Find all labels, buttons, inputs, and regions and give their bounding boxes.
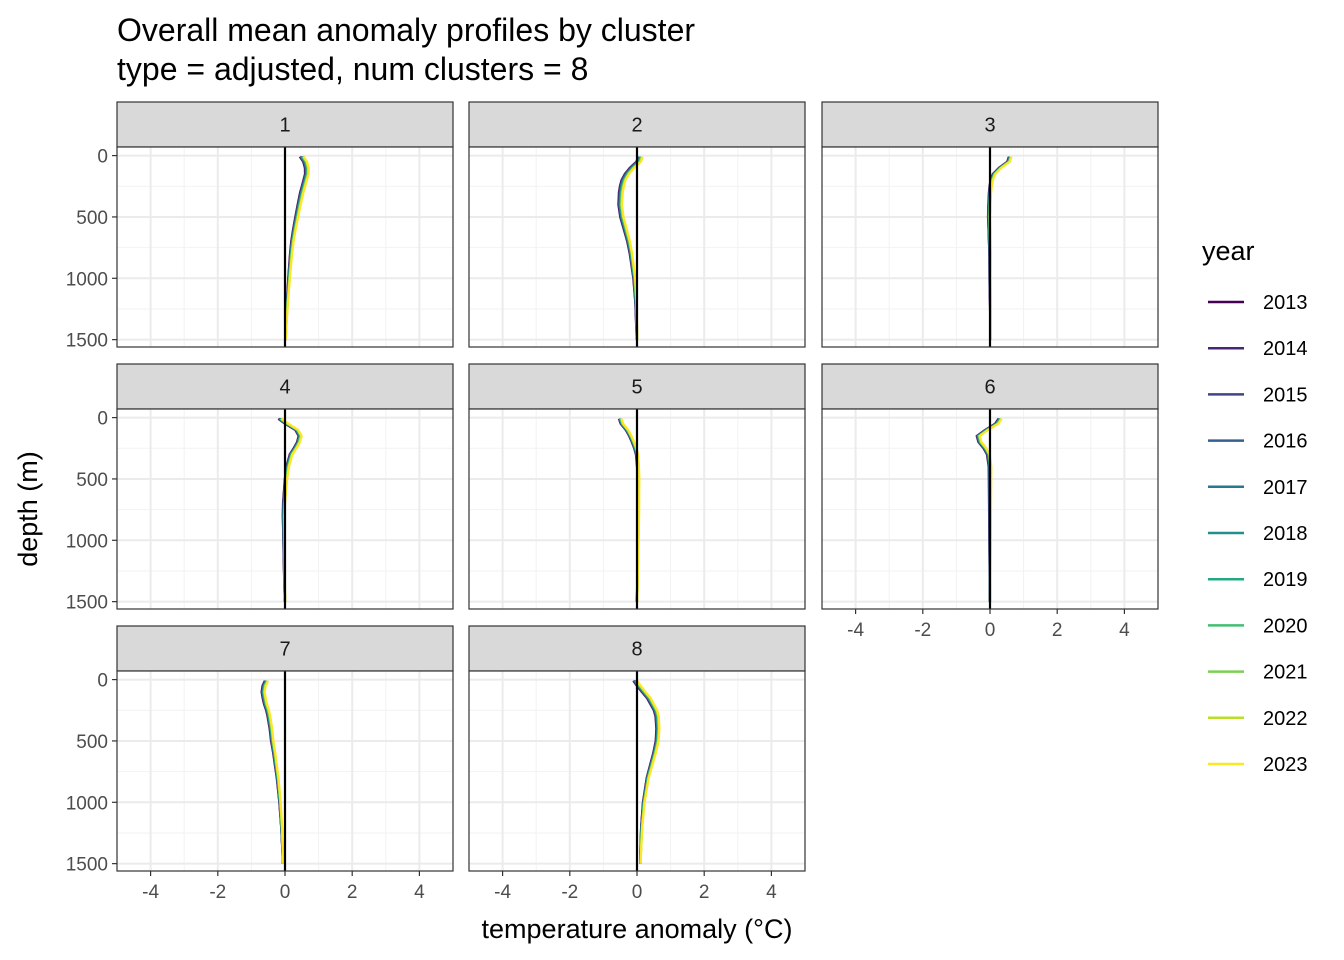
y-axis-title: depth (m) <box>13 451 43 567</box>
facet-strip <box>821 363 1159 410</box>
legend-label-2014: 2014 <box>1263 338 1308 360</box>
x-axis-title: temperature anomaly (°C) <box>482 914 793 944</box>
panel-2: 2 <box>468 101 806 348</box>
panel-border <box>821 146 1159 348</box>
y-tick-label: 0 <box>97 671 108 692</box>
legend-label-2015: 2015 <box>1263 384 1308 406</box>
x-tick-label: 2 <box>699 882 710 903</box>
facet-strip <box>116 101 454 148</box>
y-tick-label: 1000 <box>66 793 108 814</box>
x-tick-label: 0 <box>985 620 996 641</box>
panel-8: 8 -4 -2 0 2 4 <box>468 625 806 903</box>
y-tick-label: 0 <box>97 147 108 168</box>
legend-label-2013: 2013 <box>1263 292 1308 314</box>
x-tick-label: -4 <box>494 882 511 903</box>
series-line-2023 <box>636 680 661 864</box>
series-line-2023 <box>284 156 310 340</box>
facet-strip <box>821 101 1159 148</box>
panel-5: 5 <box>468 363 806 610</box>
x-tick-label: 4 <box>766 882 777 903</box>
legend-label-2018: 2018 <box>1263 523 1308 545</box>
facet-label: 3 <box>984 115 995 137</box>
panel-border <box>116 146 454 348</box>
y-tick-label: 500 <box>76 470 108 491</box>
chart-subtitle: type = adjusted, num clusters = 8 <box>117 51 588 87</box>
y-tick-label: 1500 <box>66 855 108 876</box>
legend-label-2016: 2016 <box>1263 431 1308 453</box>
panel-7: 7 0 500 1000 1500 -4 -2 0 2 4 <box>66 625 454 903</box>
facet-label: 8 <box>631 639 642 661</box>
panel-3: 3 <box>821 101 1159 348</box>
y-tick-label: 1000 <box>66 269 108 290</box>
panel-border <box>468 408 806 610</box>
facet-strip <box>116 363 454 410</box>
x-tick-label: 0 <box>632 882 643 903</box>
y-tick-label: 0 <box>97 409 108 430</box>
facet-strip <box>116 625 454 672</box>
x-tick-label: 2 <box>1052 620 1063 641</box>
panel-6: 6 -4 -2 0 2 4 <box>821 363 1159 641</box>
legend-label-2023: 2023 <box>1263 754 1308 776</box>
x-tick-label: 4 <box>414 882 425 903</box>
series-line-2023 <box>263 680 285 864</box>
legend-label-2022: 2022 <box>1263 708 1308 730</box>
x-tick-label: -2 <box>561 882 578 903</box>
x-tick-label: 0 <box>280 882 291 903</box>
panel-border <box>116 408 454 610</box>
legend-title: year <box>1202 236 1255 266</box>
y-tick-label: 500 <box>76 732 108 753</box>
y-tick-label: 500 <box>76 208 108 229</box>
chart-title: Overall mean anomaly profiles by cluster <box>117 12 695 48</box>
legend-label-2017: 2017 <box>1263 477 1308 499</box>
panel-1: 1 0 500 1000 1500 <box>66 101 454 352</box>
x-tick-label: -2 <box>209 882 226 903</box>
facet-label: 7 <box>279 639 290 661</box>
y-tick-label: 1500 <box>66 593 108 614</box>
y-tick-label: 1000 <box>66 531 108 552</box>
x-tick-label: -2 <box>914 620 931 641</box>
panel-grid: 1 0 500 1000 1500 2 3 4 0 500 1000 1500 5 6 -4 -2 0 2 4 7 0 5… <box>66 101 1159 903</box>
y-tick-label: 1500 <box>66 331 108 352</box>
facet-strip <box>468 625 806 672</box>
legend-label-2020: 2020 <box>1263 615 1308 637</box>
panel-4: 4 0 500 1000 1500 <box>66 363 454 614</box>
facet-label: 6 <box>984 377 995 399</box>
x-tick-label: 4 <box>1119 620 1130 641</box>
x-tick-label: -4 <box>847 620 864 641</box>
facet-label: 2 <box>631 115 642 137</box>
legend: year 2013 2014 2015 2016 2017 2018 2019 2020 202… <box>1202 236 1308 776</box>
facet-label: 1 <box>279 115 290 137</box>
panel-border <box>468 146 806 348</box>
x-tick-label: 2 <box>347 882 358 903</box>
series-line-2023 <box>620 418 641 602</box>
x-tick-label: -4 <box>142 882 159 903</box>
facet-strip <box>468 363 806 410</box>
facet-label: 4 <box>279 377 290 399</box>
legend-label-2021: 2021 <box>1263 662 1308 684</box>
legend-label-2019: 2019 <box>1263 569 1308 591</box>
facet-label: 5 <box>631 377 642 399</box>
